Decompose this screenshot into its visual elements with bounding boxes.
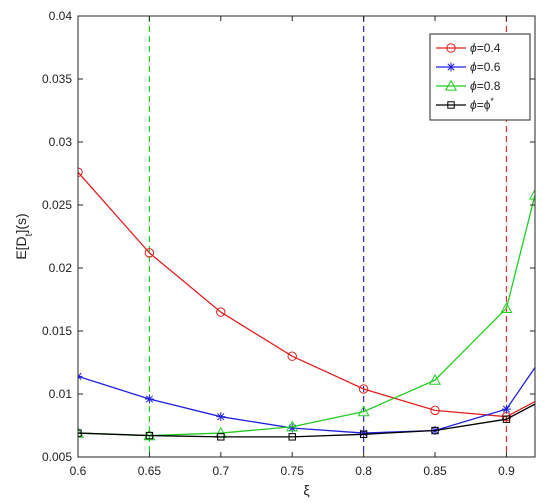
data-point: [528, 188, 535, 200]
x-axis-title: ξ: [303, 482, 309, 498]
legend-label: ϕ=0.6: [470, 60, 501, 74]
y-tick-label: 0.01: [49, 387, 73, 401]
x-tick-label: 0.6: [70, 464, 87, 478]
legend-label: ϕ=0.8: [470, 79, 501, 93]
y-axis-title: E[Dt](s): [13, 213, 35, 259]
series-line-3: [78, 403, 535, 438]
y-tick-label: 0.035: [42, 72, 72, 86]
legend-marker: [446, 62, 456, 72]
y-axis-title-tail: ](s): [13, 213, 29, 233]
data-point: [359, 430, 368, 439]
legend-label: ϕ=0.4: [470, 41, 501, 55]
y-tick-label: 0.02: [49, 261, 73, 275]
data-point: [428, 373, 442, 385]
data-point: [144, 394, 154, 404]
x-tick-label: 0.85: [423, 464, 447, 478]
y-tick-label: 0.015: [42, 324, 72, 338]
legend: ϕ=0.4 ϕ=0.6 ϕ=0.8 ϕ=ϕ*: [429, 33, 531, 121]
y-axis-title-main: E[D: [13, 236, 29, 259]
data-point: [430, 405, 440, 416]
data-point: [286, 420, 299, 432]
data-point: [500, 302, 513, 313]
data-point: [216, 307, 226, 317]
x-tick-label: 0.9: [498, 464, 515, 478]
data-point: [502, 415, 511, 423]
data-point: [287, 423, 297, 433]
x-tick-label: 0.7: [212, 464, 229, 478]
legend-label: ϕ=ϕ*: [470, 96, 494, 112]
series-layer: [78, 167, 535, 441]
data-point: [144, 248, 155, 258]
legend-marker: [444, 79, 458, 91]
x-tick-label: 0.8: [355, 464, 372, 478]
legend-marker: [447, 101, 455, 109]
axis-ticks: 0.6 0.65 0.7 0.75 0.8 0.85 0.9 0.005 0.01 0.015 0.…: [42, 9, 535, 478]
x-tick-label: 0.75: [281, 464, 305, 478]
data-point: [359, 428, 369, 438]
data-point: [217, 433, 225, 441]
y-tick-label: 0.03: [49, 135, 73, 149]
legend-marker: [446, 43, 456, 53]
y-tick-label: 0.04: [49, 9, 73, 23]
y-axis-title-sub: t: [24, 233, 35, 236]
y-tick-label: 0.025: [42, 198, 72, 212]
data-point: [287, 351, 297, 361]
y-tick-label: 0.005: [42, 450, 72, 464]
series-line-0: [78, 171, 535, 418]
data-point: [501, 404, 511, 414]
data-point: [145, 431, 154, 440]
x-tick-label: 0.65: [138, 464, 162, 478]
data-point: [357, 405, 370, 417]
series-0: [78, 167, 535, 422]
data-point: [216, 412, 226, 422]
plot-frame: [77, 15, 536, 458]
series-line-1: [78, 367, 535, 434]
data-point: [288, 433, 296, 441]
data-point: [431, 426, 439, 435]
data-point: [358, 384, 369, 394]
